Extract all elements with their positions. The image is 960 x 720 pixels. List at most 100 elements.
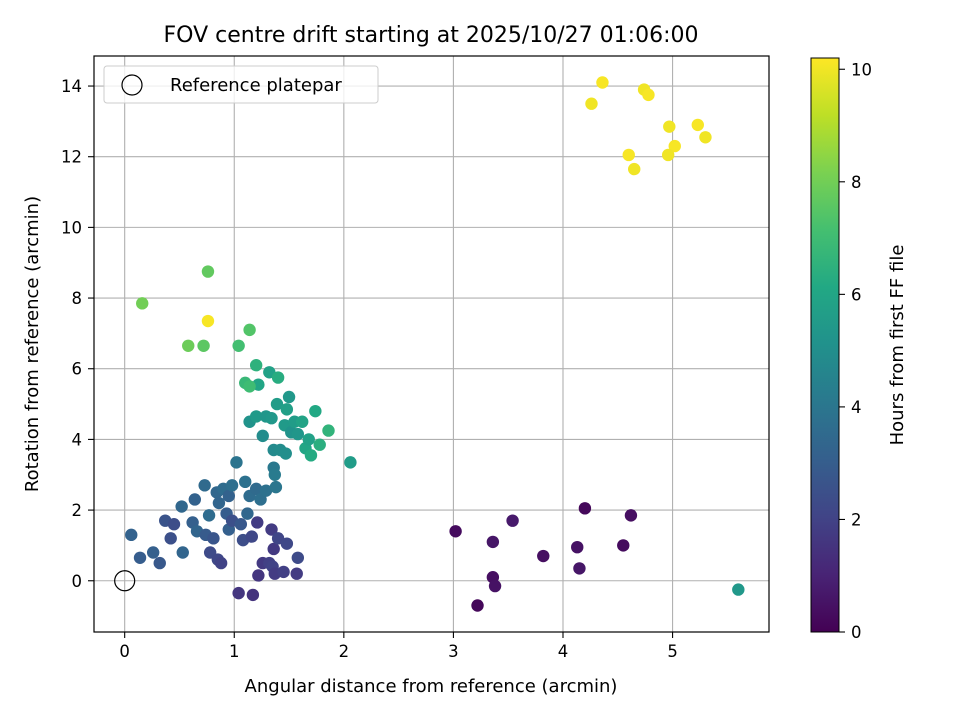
data-point (214, 556, 228, 570)
data-point (167, 518, 181, 531)
data-point (449, 525, 462, 538)
data-point (571, 540, 584, 554)
data-point (270, 397, 284, 411)
data-point (304, 449, 318, 462)
data-point (176, 546, 189, 559)
x-tick-label: 5 (667, 642, 678, 661)
data-point (252, 569, 265, 582)
data-point (322, 424, 335, 437)
data-point (230, 456, 243, 469)
y-tick-label: 0 (72, 572, 83, 591)
x-tick-label: 1 (229, 642, 240, 661)
data-point (573, 562, 586, 575)
data-point (282, 390, 296, 404)
data-point (188, 493, 202, 506)
data-point (164, 532, 177, 545)
data-point (133, 551, 147, 564)
data-point (234, 518, 248, 531)
data-point (302, 433, 315, 446)
data-point (628, 162, 641, 176)
colorbar-label: Hours from first FF file (887, 245, 908, 446)
data-point (265, 412, 278, 425)
data-point (251, 516, 264, 529)
data-point (622, 148, 635, 162)
data-point (198, 479, 211, 492)
data-point (243, 323, 256, 337)
data-point (280, 403, 294, 416)
data-point (663, 120, 676, 133)
data-point (267, 542, 280, 556)
data-point (249, 359, 263, 372)
colorbar-tick-label: 8 (851, 173, 862, 192)
data-point (153, 556, 166, 570)
y-tick-label: 14 (61, 77, 82, 96)
data-point (175, 500, 188, 513)
data-point (246, 588, 260, 602)
data-point (239, 475, 252, 489)
data-point (471, 599, 484, 612)
legend: Reference platepar (103, 65, 379, 104)
x-axis-label: Angular distance from reference (arcmin) (245, 676, 618, 697)
data-point (344, 456, 357, 469)
data-point (280, 537, 294, 550)
data-point (291, 427, 305, 441)
y-tick-label: 8 (72, 289, 83, 308)
reference-marker-group (114, 570, 136, 592)
data-point (313, 438, 326, 451)
data-point (291, 551, 305, 564)
data-point (277, 565, 290, 579)
plot-frame (93, 55, 770, 633)
data-points (125, 76, 745, 612)
data-point (249, 482, 263, 496)
data-point (596, 76, 609, 89)
data-point (202, 509, 216, 522)
legend-marker-reference (121, 74, 143, 96)
data-point (225, 479, 239, 492)
x-tick-label: 2 (339, 642, 350, 661)
data-point (136, 297, 149, 310)
data-point (642, 88, 655, 102)
data-point (201, 265, 215, 278)
x-tick-label: 3 (448, 642, 459, 661)
data-point (617, 539, 630, 552)
data-point (668, 139, 681, 153)
y-tick-label: 2 (72, 501, 83, 520)
data-point (271, 371, 285, 384)
data-point (182, 339, 195, 352)
data-point (254, 493, 267, 506)
legend-box (103, 65, 379, 104)
data-point (197, 339, 210, 352)
y-tick-label: 12 (61, 148, 82, 167)
data-point (256, 429, 269, 443)
colorbar-tick-label: 6 (851, 285, 862, 304)
reference-platepar-marker (114, 570, 136, 592)
data-point (241, 507, 254, 520)
colorbar-tick-label: 2 (851, 510, 862, 529)
x-axis-ticks: 0 1 2 3 4 5 (119, 632, 678, 661)
y-tick-label: 4 (72, 430, 83, 449)
y-axis-label: Rotation from reference (arcmin) (22, 196, 43, 492)
data-point (691, 118, 704, 132)
data-point (125, 528, 138, 542)
colorbar-ticks: 0 2 4 6 8 10 (839, 60, 872, 642)
data-point (290, 567, 303, 580)
data-point (537, 549, 550, 563)
data-point (245, 530, 258, 543)
data-point (486, 535, 500, 549)
data-point (146, 546, 160, 559)
data-point (488, 579, 502, 593)
data-point (259, 484, 273, 497)
data-point (243, 380, 256, 393)
data-point (265, 523, 278, 536)
data-point (585, 97, 598, 110)
data-point (309, 404, 322, 418)
y-tick-label: 6 (72, 360, 83, 379)
data-point (232, 339, 245, 352)
data-point (207, 532, 220, 545)
x-tick-label: 0 (119, 642, 130, 661)
data-point (232, 586, 245, 600)
y-tick-label: 10 (61, 218, 82, 237)
data-point (661, 148, 675, 162)
colorbar-tick-label: 4 (851, 398, 862, 417)
